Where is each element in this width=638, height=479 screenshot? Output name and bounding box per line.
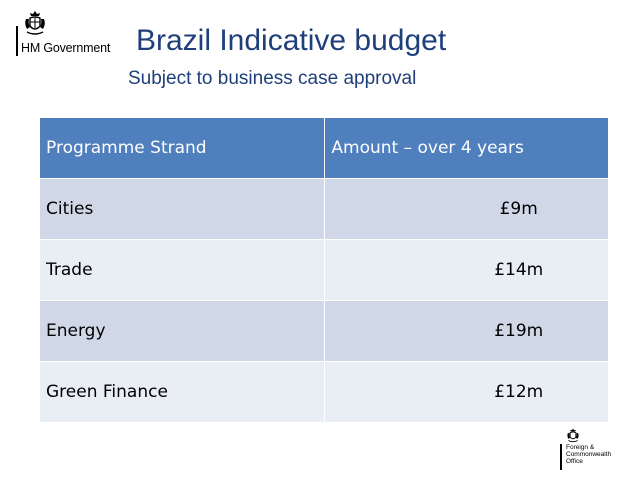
logo-divider [560, 444, 562, 470]
fco-logo: Foreign & Commonwealth Office [560, 428, 630, 474]
header-amount: Amount – over 4 years [324, 117, 609, 179]
fco-line: Office [566, 458, 583, 465]
logo-divider [16, 26, 18, 56]
royal-crest-icon [25, 11, 45, 35]
header-programme-strand: Programme Strand [38, 117, 326, 179]
table-row: Trade £14m [38, 239, 609, 301]
amount-cell: £19m [324, 300, 609, 362]
table-row: Green Finance £12m [38, 361, 609, 423]
amount-cell: £14m [324, 239, 609, 301]
slide-subtitle: Subject to business case approval [128, 68, 417, 89]
amount-cell: £12m [324, 361, 609, 423]
amount-cell: £9m [324, 178, 609, 240]
strand-cell: Green Finance [38, 361, 326, 423]
fco-line: Commonwealth [566, 451, 612, 458]
budget-table: Programme Strand Amount – over 4 years C… [38, 117, 609, 423]
table-row: Cities £9m [38, 178, 609, 240]
strand-cell: Energy [38, 300, 326, 362]
hm-government-text: HM Government [21, 41, 111, 55]
royal-crest-icon [567, 428, 579, 443]
table-header-row: Programme Strand Amount – over 4 years [38, 117, 609, 179]
table-row: Energy £19m [38, 300, 609, 362]
fco-text: Foreign & Commonwealth Office [566, 444, 611, 465]
strand-cell: Cities [38, 178, 326, 240]
strand-cell: Trade [38, 239, 326, 301]
slide-title: Brazil Indicative budget [136, 24, 447, 57]
hm-government-logo: HM Government [10, 10, 128, 56]
fco-line: Foreign & [566, 444, 595, 451]
